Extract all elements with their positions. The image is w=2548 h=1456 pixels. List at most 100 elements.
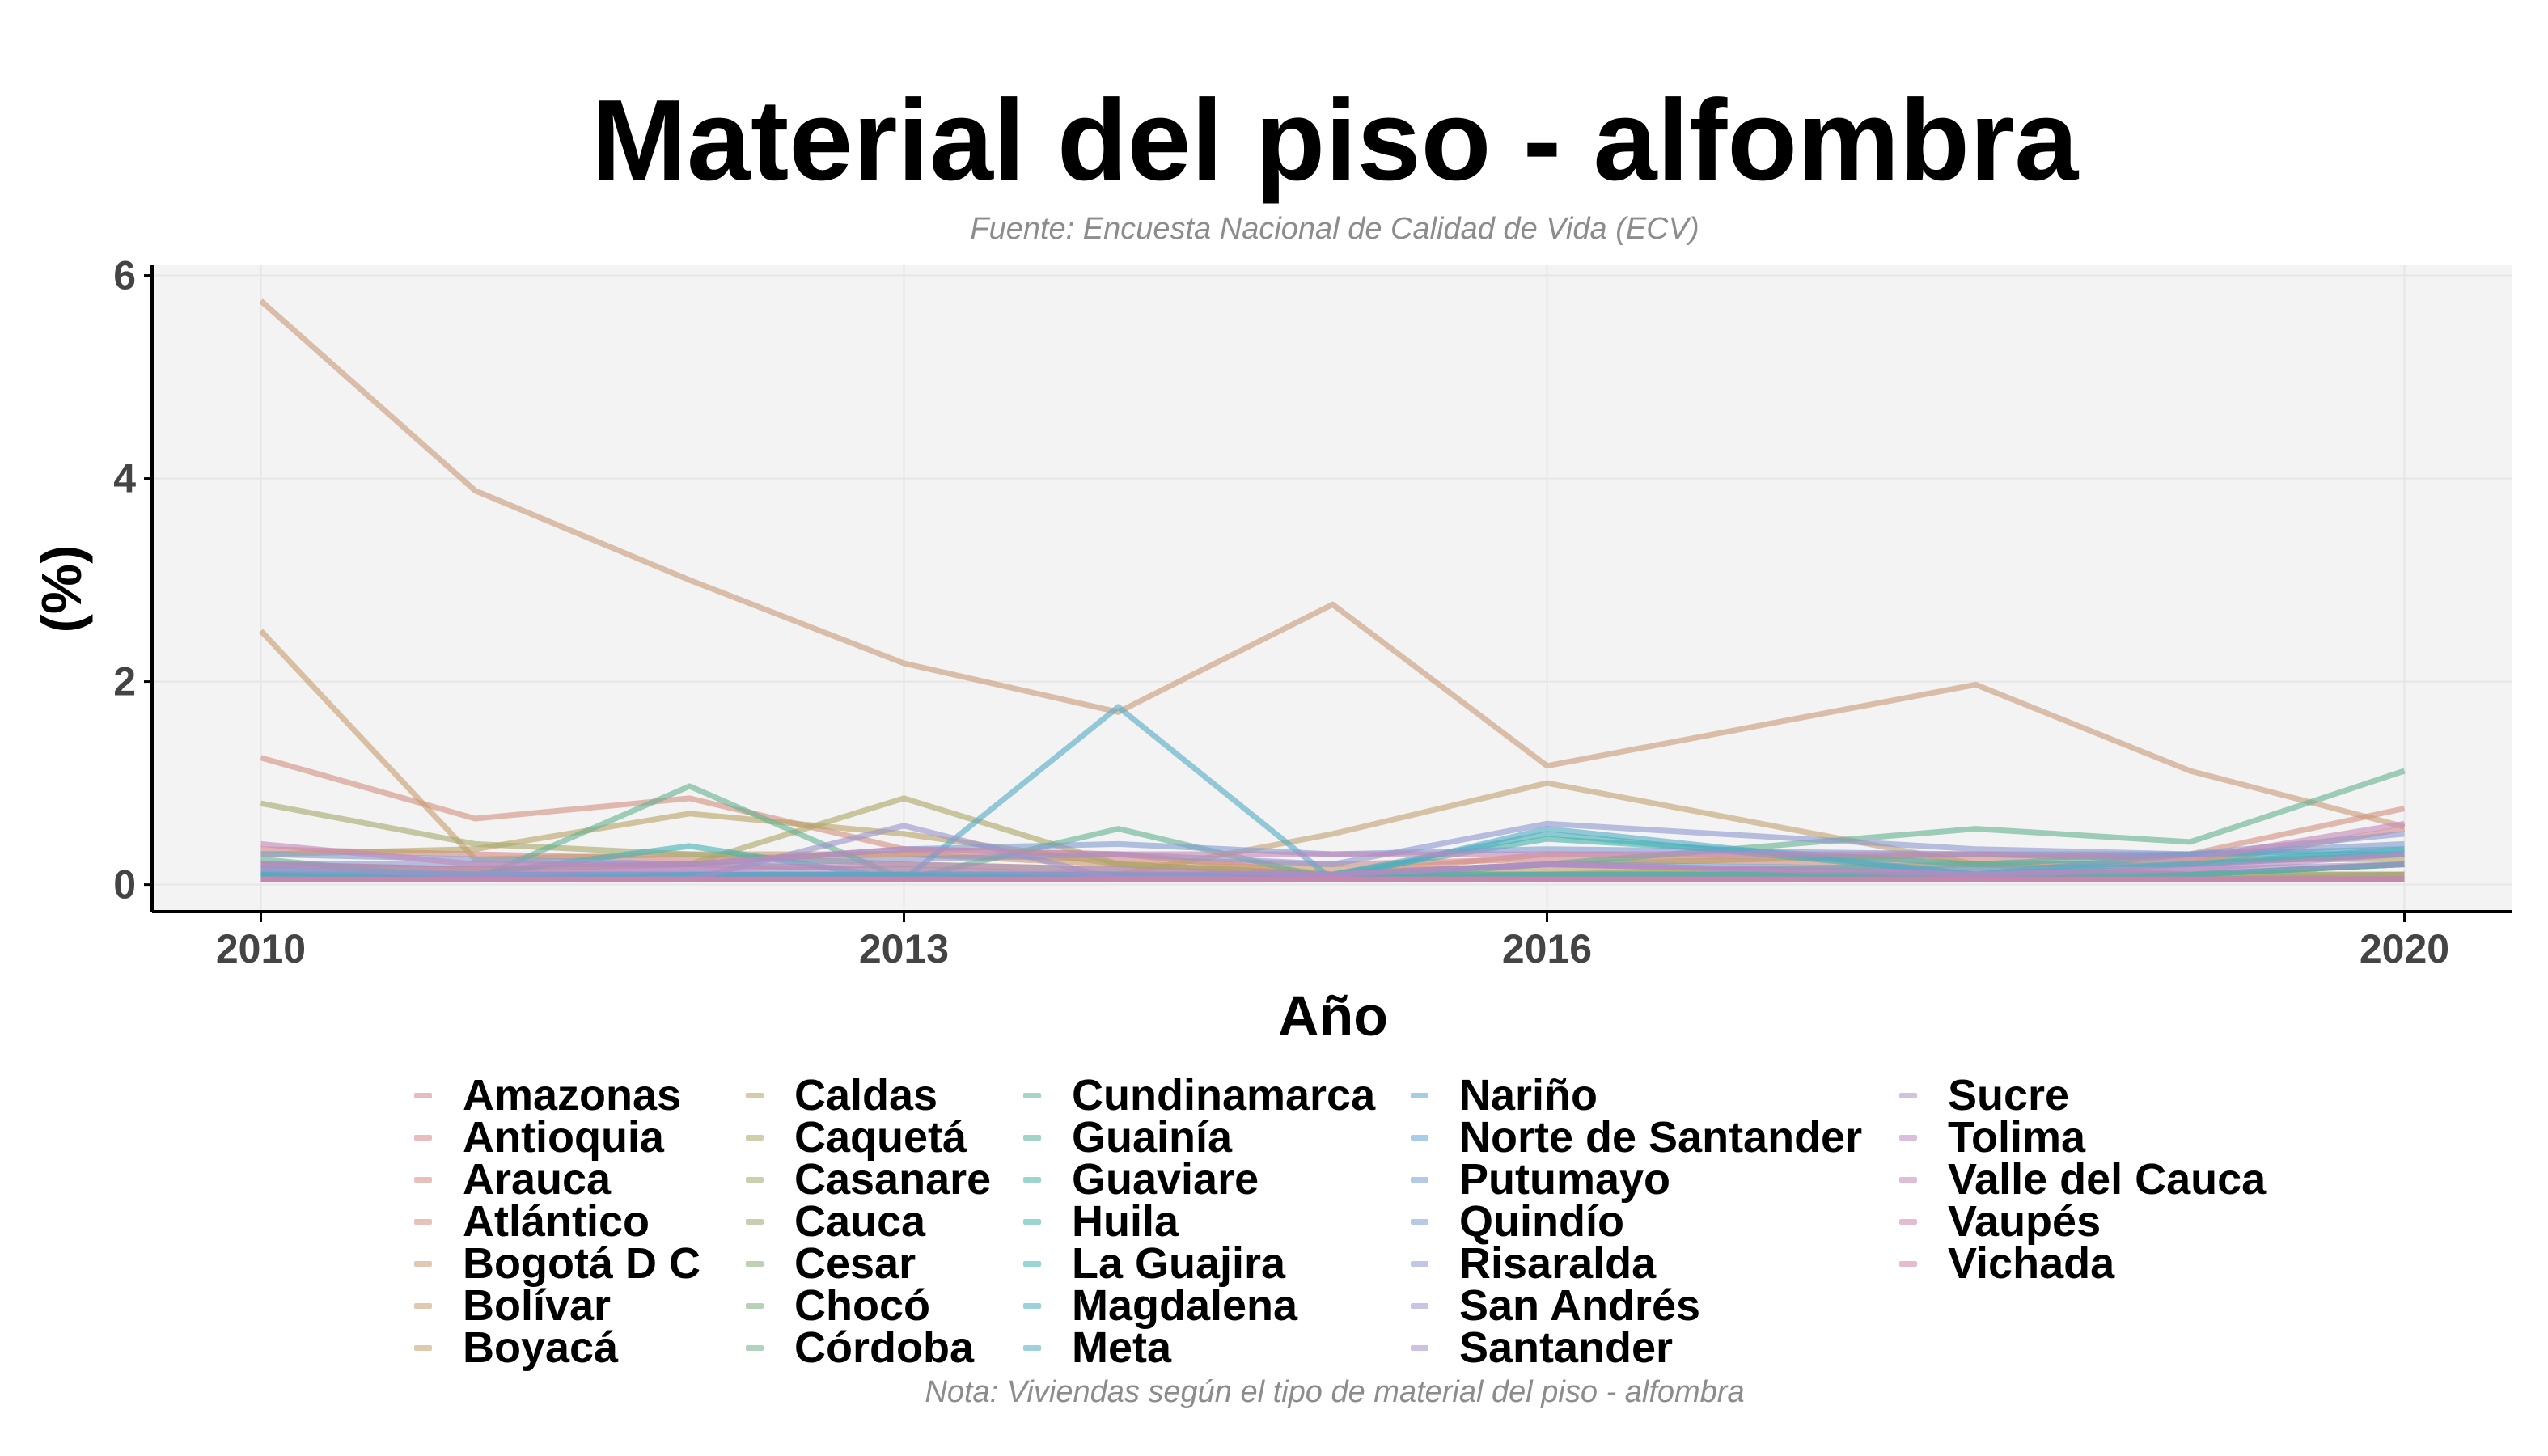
x-tick-label: 2016 <box>1502 926 1592 971</box>
legend-key <box>1411 1176 1428 1183</box>
legend-key <box>1023 1092 1041 1098</box>
legend-key <box>1411 1134 1428 1141</box>
legend-key <box>746 1302 764 1309</box>
legend-key <box>1023 1302 1041 1309</box>
legend-key <box>1411 1344 1428 1351</box>
y-tick-label: 4 <box>113 456 136 502</box>
legend-label: Nariño <box>1459 1071 1598 1120</box>
legend-label: Cauca <box>794 1197 926 1246</box>
x-tick-label: 2010 <box>216 926 306 971</box>
legend-item: Casanare <box>746 1158 991 1201</box>
legend-item: San Andrés <box>1411 1281 1701 1330</box>
legend-item: Vaupés <box>1899 1197 2101 1246</box>
legend-label: Atlántico <box>463 1197 650 1246</box>
legend-label: Bolívar <box>463 1281 612 1330</box>
legend-label: Sucre <box>1948 1071 2070 1120</box>
chart-caption: Nota: Viviendas según el tipo de materia… <box>925 1375 1745 1409</box>
legend-label: Vichada <box>1948 1239 2115 1288</box>
legend-label: Guaviare <box>1072 1155 1259 1204</box>
legend-key <box>1411 1092 1428 1098</box>
legend-item: Magdalena <box>1023 1281 1298 1330</box>
plot-panel <box>154 265 2512 910</box>
legend-label: Boyacá <box>463 1323 619 1372</box>
legend-item: Norte de Santander <box>1411 1113 1863 1162</box>
legend-key <box>746 1134 764 1141</box>
series-line <box>259 298 2406 830</box>
legend-label: Huila <box>1072 1197 1179 1246</box>
legend-label: Caldas <box>794 1071 938 1120</box>
legend-item: Boyacá <box>414 1323 619 1372</box>
legend-key <box>746 1092 764 1098</box>
legend-label: Vaupés <box>1948 1197 2101 1246</box>
y-tick-label: 0 <box>113 862 136 908</box>
series-lines <box>258 298 2406 882</box>
series-line <box>260 851 2405 878</box>
legend-label: Antioquia <box>463 1113 664 1162</box>
legend-label: La Guajira <box>1072 1239 1286 1288</box>
legend-item: La Guajira <box>1023 1242 1285 1285</box>
legend-item: Huila <box>1023 1197 1179 1246</box>
legend-item: Córdoba <box>746 1323 974 1372</box>
legend-key <box>746 1218 764 1225</box>
legend-item: Meta <box>1023 1323 1172 1372</box>
legend-key <box>1899 1176 1917 1183</box>
x-axis-label: Año <box>1278 984 1388 1048</box>
legend-label: Santander <box>1459 1323 1674 1372</box>
legend-label: Amazonas <box>463 1071 682 1120</box>
legend-label: Meta <box>1072 1323 1172 1372</box>
legend-item: Chocó <box>746 1281 930 1330</box>
legend-key <box>1023 1260 1041 1267</box>
legend-key <box>1899 1092 1917 1098</box>
legend-key <box>746 1260 764 1267</box>
legend-label: Chocó <box>794 1281 930 1330</box>
legend-label: San Andrés <box>1459 1281 1701 1330</box>
legend-item: Risaralda <box>1411 1242 1656 1285</box>
x-tick-label: 2013 <box>859 926 949 971</box>
legend-key <box>414 1176 432 1183</box>
legend-item: Antioquia <box>414 1113 664 1162</box>
legend-key <box>414 1092 432 1098</box>
legend-item: Putumayo <box>1411 1155 1671 1204</box>
legend-key <box>1411 1218 1428 1225</box>
legend-key <box>1023 1218 1041 1225</box>
legend-key <box>1023 1344 1041 1351</box>
legend-label: Arauca <box>463 1155 612 1204</box>
chart-title: Material del piso - alfombra <box>590 76 2079 205</box>
legend-label: Putumayo <box>1459 1155 1671 1204</box>
legend-label: Cesar <box>794 1239 916 1288</box>
legend-key <box>1023 1176 1041 1183</box>
axis-ticks: 0 2 4 6 2010 2013 2016 2020 <box>113 253 2449 971</box>
legend-key <box>1899 1260 1917 1267</box>
grid-lines <box>154 265 2512 910</box>
y-axis-label: (%) <box>30 545 93 633</box>
legend-label: Magdalena <box>1072 1281 1298 1330</box>
legend-key <box>414 1134 432 1141</box>
legend-label: Cundinamarca <box>1072 1071 1376 1120</box>
legend-item: Sucre <box>1899 1071 2070 1120</box>
chart-subtitle: Fuente: Encuesta Nacional de Calidad de … <box>970 212 1699 246</box>
legend-item: Arauca <box>414 1155 612 1204</box>
legend-label: Norte de Santander <box>1459 1113 1863 1162</box>
legend-label: Córdoba <box>794 1323 974 1372</box>
legend-item: Cesar <box>746 1242 916 1285</box>
legend-key <box>414 1344 432 1351</box>
legend-item: Atlántico <box>414 1197 650 1246</box>
legend-label: Quindío <box>1459 1197 1624 1246</box>
legend-key <box>1411 1260 1428 1267</box>
legend-label: Risaralda <box>1459 1239 1657 1288</box>
legend-key <box>414 1260 432 1267</box>
legend-key <box>1411 1302 1428 1309</box>
series-line <box>260 820 2406 867</box>
legend-item: Quindío <box>1411 1197 1624 1246</box>
legend-item: Guaviare <box>1023 1155 1259 1204</box>
legend-key <box>746 1176 764 1183</box>
legend-key <box>1899 1218 1917 1225</box>
legend-item: Caldas <box>746 1071 938 1120</box>
y-tick-label: 6 <box>113 253 136 298</box>
legend-key <box>1899 1134 1917 1141</box>
legend-item: Cundinamarca <box>1023 1071 1376 1120</box>
legend-label: Valle del Cauca <box>1948 1155 2267 1204</box>
legend-label: Bogotá D C <box>463 1239 700 1288</box>
legend-label: Tolima <box>1948 1113 2086 1162</box>
legend-item: Nariño <box>1411 1071 1598 1120</box>
